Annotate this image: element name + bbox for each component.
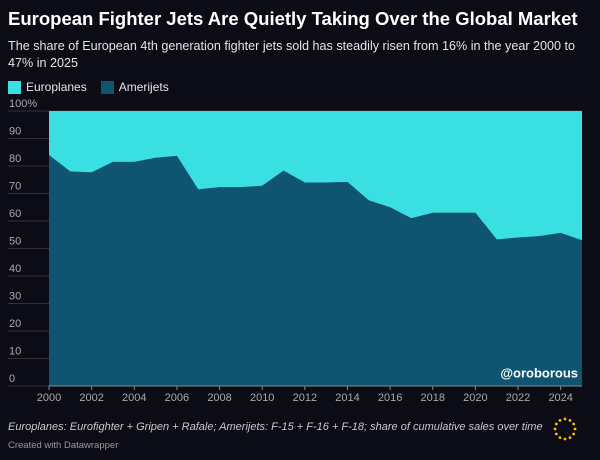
x-tick-label: 2010 [250,392,274,404]
legend-label: Europlanes [26,80,87,94]
x-tick-label: 2000 [37,392,61,404]
y-tick-label: 0 [9,373,15,385]
legend-item: Amerijets [100,80,169,94]
legend: Europlanes Amerijets [8,80,169,94]
y-tick-label: 20 [9,318,21,330]
y-tick-label: 40 [9,263,21,275]
y-tick-label: 60 [9,208,21,220]
x-tick-label: 2012 [293,392,317,404]
legend-swatch [8,80,21,94]
legend-swatch [100,80,114,94]
credit: Created with Datawrapper [8,440,119,451]
y-tick-label: 90 [9,125,21,137]
y-tick-label: 80 [9,153,21,165]
y-tick-label: 10 [9,345,21,357]
x-tick-label: 2016 [378,392,402,404]
y-tick-label: 50 [9,235,21,247]
eu-logo [553,417,577,441]
area [49,111,582,241]
chart-subtitle: The share of European 4th generation fig… [8,39,576,70]
x-tick-label: 2004 [122,392,146,404]
x-tick-label: 2008 [207,392,231,404]
legend-item: Europlanes [8,80,87,94]
y-tick-label: 30 [9,290,21,302]
x-tick-label: 2024 [548,392,572,404]
y-tick-label: 100% [9,98,37,110]
x-tick-label: 2002 [79,392,103,404]
chart-title: European Fighter Jets Are Quietly Taking… [8,8,578,29]
y-tick-label: 70 [9,180,21,192]
x-tick-label: 2018 [421,392,445,404]
x-tick-label: 2006 [165,392,189,404]
x-tick-label: 2022 [506,392,530,404]
x-tick-label: 2020 [463,392,487,404]
watermark: @oroborous [500,365,578,380]
legend-label: Amerijets [118,80,169,94]
footnote: Europlanes: Eurofighter + Gripen + Rafal… [8,421,543,433]
x-tick-label: 2014 [335,392,359,404]
